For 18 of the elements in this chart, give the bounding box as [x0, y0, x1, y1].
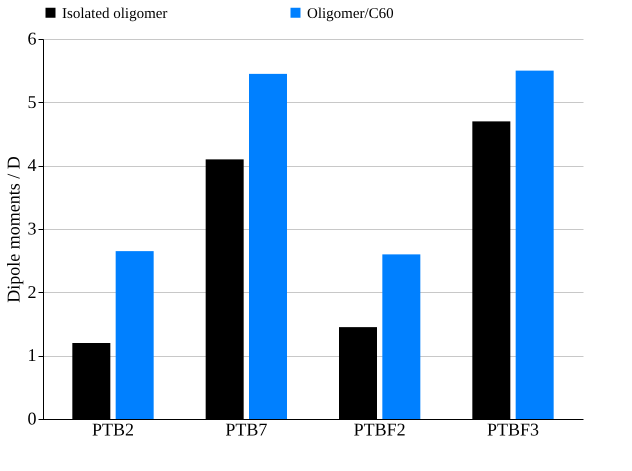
y-axis-title: Dipole moments / D	[4, 156, 24, 303]
x-tick-label: PTBF3	[486, 420, 540, 440]
x-tick-label: PTBF2	[354, 420, 406, 440]
legend-label: Isolated oligomer	[62, 6, 168, 22]
y-tick-label: 4	[28, 155, 36, 176]
y-tick-label: 3	[28, 218, 36, 238]
y-tick-label: 0	[28, 408, 36, 428]
x-tick-label: PTB2	[92, 420, 134, 440]
bar	[116, 251, 154, 419]
y-tick-label: 5	[28, 92, 36, 112]
legend-label: Oligomer/C60	[307, 6, 394, 22]
y-tick-label: 1	[28, 345, 36, 366]
x-tick-label: PTB7	[225, 420, 268, 440]
y-tick-label: 2	[28, 282, 36, 302]
bar	[382, 254, 420, 419]
y-tick-label: 6	[28, 28, 36, 48]
bar	[516, 70, 554, 419]
bar	[249, 74, 287, 419]
